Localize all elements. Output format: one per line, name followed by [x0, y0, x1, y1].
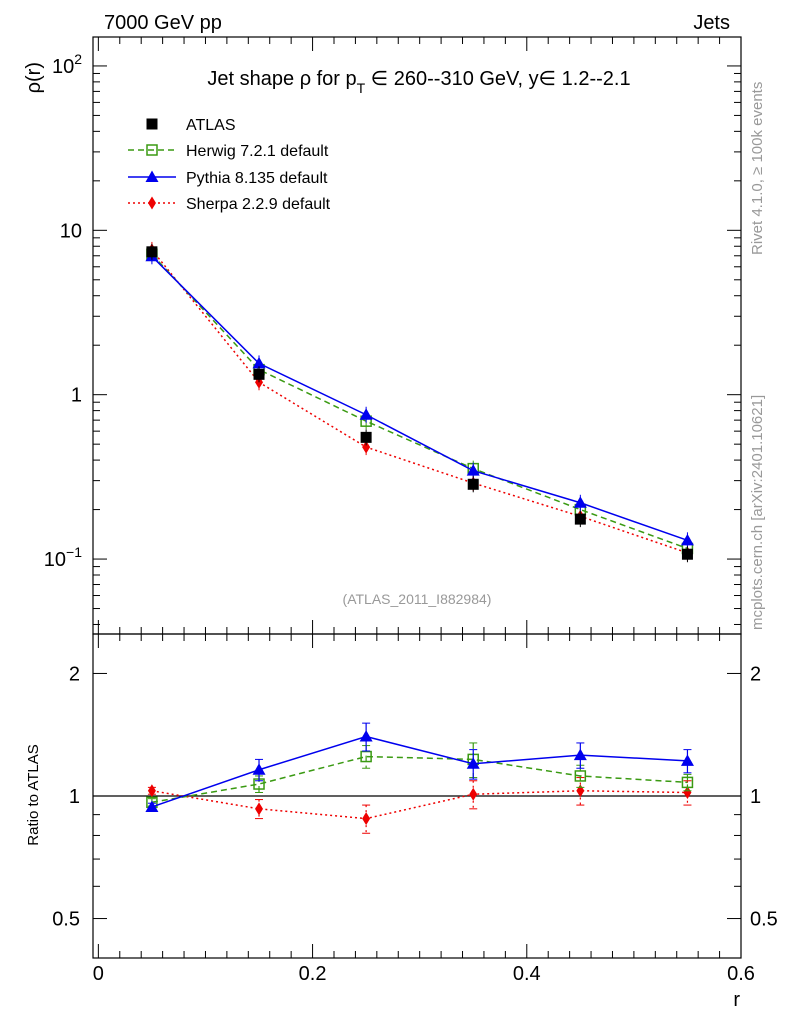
legend: ATLAS Herwig 7.2.1 default Pythia 8.135 de… [128, 117, 331, 213]
ratio-line-sherpa [151, 790, 688, 820]
ratio-tick-label-left: 1 [69, 786, 80, 808]
chart-title: Jet shape ρ for pT ∈ 260--310 GeV, y∈ 1.… [207, 68, 630, 96]
point-atlas [681, 548, 693, 560]
x-tick-label: 0.6 [727, 963, 755, 985]
series-line-pythia [151, 255, 688, 542]
ratio-line-herwig [151, 755, 688, 804]
y-tick-base: 10 [52, 56, 74, 78]
ratio-series-herwig [146, 742, 694, 809]
ratio-tick-label-left: 0.5 [52, 909, 80, 931]
mcplots-label: mcplots.cern.ch [arXiv:2401.10621] [749, 395, 766, 630]
series-herwig [146, 246, 694, 557]
legend-label-pythia: Pythia 8.135 default [186, 170, 328, 187]
ratio-point-pythia [573, 748, 587, 761]
series-line-herwig [151, 253, 688, 550]
ratio-point-sherpa [255, 802, 264, 816]
point-atlas [146, 246, 158, 258]
y-tick-label: 1 [71, 385, 82, 407]
header-right: Jets [693, 12, 730, 34]
ratio-point-herwig [574, 770, 587, 782]
header-left: 7000 GeV pp [104, 12, 222, 34]
ratio-tick-label-right: 2 [750, 663, 761, 685]
legend-marker-sherpa [148, 196, 156, 210]
point-atlas [574, 513, 586, 525]
y-axis-label: ρ(r) [23, 62, 45, 93]
ratio-point-pythia [252, 763, 266, 775]
y-tick-label: 10 [60, 220, 82, 242]
y-tick-base: 10 [44, 549, 66, 571]
point-pythia [359, 408, 373, 420]
title-subscript: T [357, 80, 366, 96]
y-tick-base: 1 [71, 385, 82, 407]
ratio-point-herwig [681, 776, 694, 789]
legend-entry-pythia: Pythia 8.135 default [128, 170, 328, 187]
ratio-point-pythia [359, 730, 373, 742]
legend-entry-atlas: ATLAS [146, 117, 236, 134]
y-tick-label: 102 [52, 51, 82, 78]
ratio-axis-label: Ratio to ATLAS [25, 744, 42, 845]
legend-marker-pythia [145, 170, 159, 182]
ratio-point-sherpa [147, 784, 156, 798]
series-pythia [145, 248, 694, 549]
legend-label-sherpa: Sherpa 2.2.9 default [186, 196, 331, 213]
point-pythia [252, 356, 266, 369]
point-pythia [573, 496, 587, 508]
legend-marker-herwig [146, 144, 158, 156]
ratio-tick-label-right: 1 [750, 786, 761, 808]
point-atlas [253, 368, 265, 380]
legend-entry-herwig: Herwig 7.2.1 default [128, 143, 329, 160]
point-atlas [467, 478, 479, 490]
ratio-point-pythia [145, 800, 159, 812]
ratio-point-pythia [466, 757, 480, 769]
x-tick-label: 0.4 [513, 963, 541, 985]
ratio-tick-label-right: 0.5 [750, 909, 778, 931]
y-tick-base: 10 [60, 220, 82, 242]
y-tick-exponent: −1 [66, 544, 82, 560]
ratio-point-herwig [360, 750, 372, 763]
y-tick-exponent: 2 [74, 51, 82, 67]
series-line-sherpa [151, 249, 688, 554]
series-atlas [146, 243, 693, 563]
analysis-watermark: (ATLAS_2011_I882984) [343, 591, 492, 607]
point-atlas [360, 431, 372, 443]
ratio-point-pythia [680, 754, 694, 766]
ratio-point-sherpa [683, 785, 692, 799]
title-prefix: Jet shape ρ for p [207, 68, 356, 90]
rivet-label: Rivet 4.1.0, ≥ 100k events [749, 82, 766, 255]
ratio-series-sherpa [147, 777, 692, 834]
ratio-point-sherpa [469, 787, 478, 801]
ratio-line-pythia [151, 735, 688, 808]
y-tick-label: 10−1 [44, 544, 82, 571]
point-pythia [680, 533, 694, 546]
point-sherpa [362, 440, 371, 454]
legend-marker-atlas [146, 118, 158, 130]
point-pythia [466, 464, 480, 476]
ratio-point-sherpa [362, 812, 371, 826]
x-tick-label: 0 [93, 963, 104, 985]
title-suffix: ∈ 260--310 GeV, y∈ 1.2--2.1 [365, 68, 630, 90]
x-axis-label: r [733, 989, 740, 1011]
ratio-tick-label-left: 2 [69, 663, 80, 685]
ratio-plot-area: 0 0.2 0.4 0.6 0.5 0.5 1 1 2 2 [52, 633, 778, 985]
legend-label-herwig: Herwig 7.2.1 default [186, 143, 329, 160]
legend-label-atlas: ATLAS [186, 117, 236, 134]
ratio-series-pythia [145, 722, 694, 812]
legend-entry-sherpa: Sherpa 2.2.9 default [128, 196, 331, 213]
x-tick-label: 0.2 [299, 963, 327, 985]
